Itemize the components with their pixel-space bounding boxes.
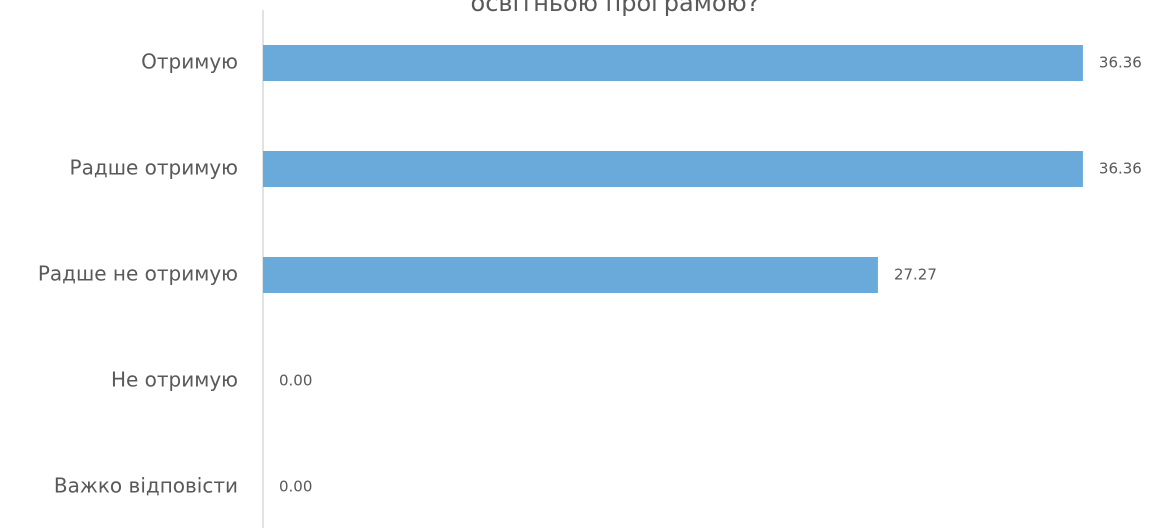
value-label: 36.36	[1099, 54, 1142, 72]
chart-title: освітньою програмою?	[471, 0, 760, 17]
bar	[263, 151, 1083, 187]
value-label: 0.00	[279, 478, 312, 496]
bar	[263, 257, 878, 293]
value-label: 0.00	[279, 372, 312, 390]
value-label: 27.27	[894, 266, 937, 284]
y-tick-label: Радше отримую	[70, 156, 238, 180]
y-tick-label: Важко відповісти	[54, 474, 238, 498]
y-tick-label: Не отримую	[111, 368, 238, 392]
y-tick-label: Радше не отримую	[38, 262, 238, 286]
bar	[263, 45, 1083, 81]
y-tick-label: Отримую	[141, 50, 238, 74]
value-label: 36.36	[1099, 160, 1142, 178]
